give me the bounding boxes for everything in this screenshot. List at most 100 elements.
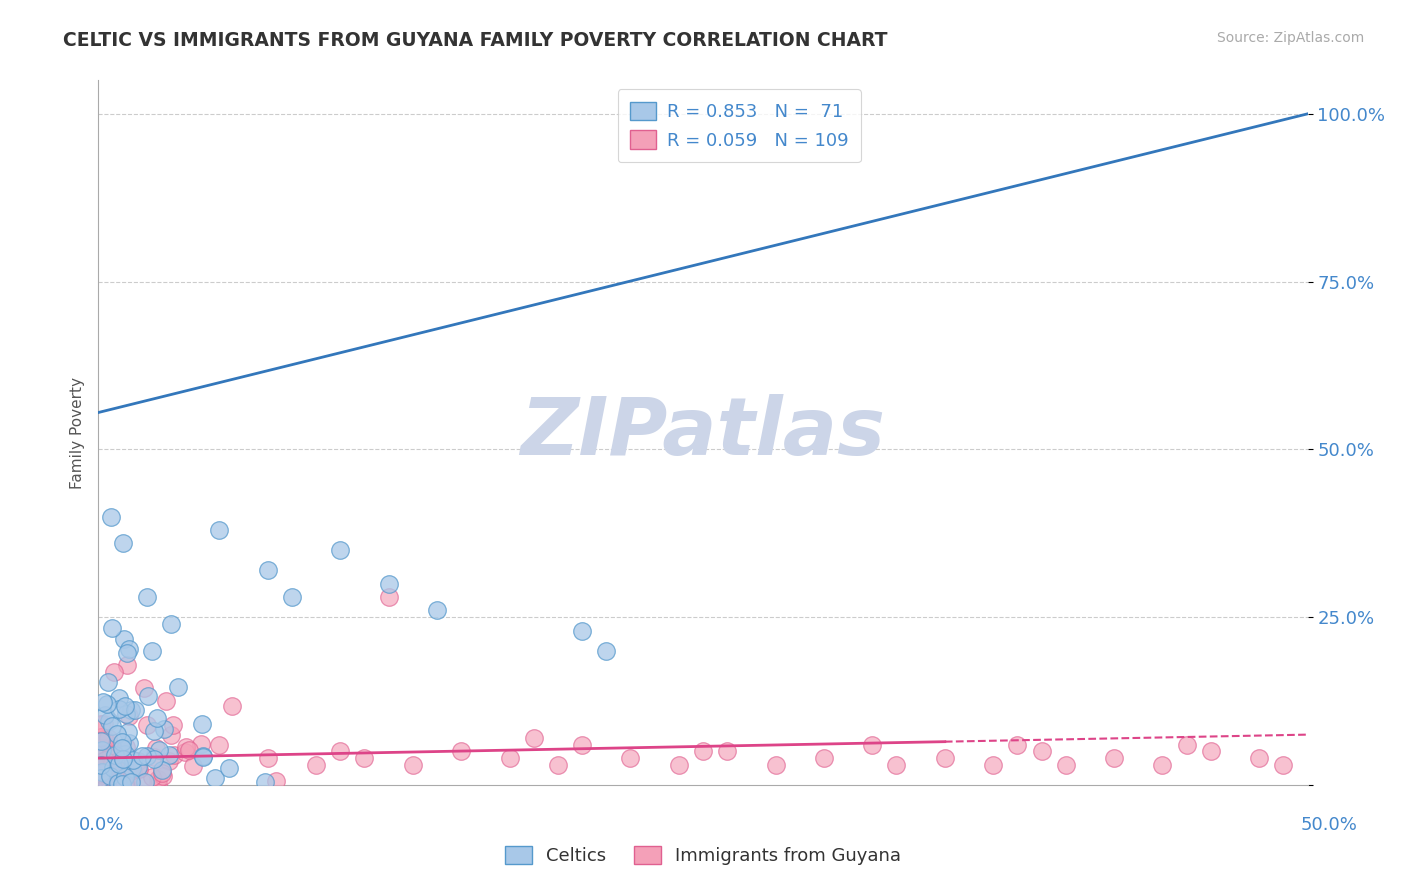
Point xyxy=(981,757,1004,772)
Point xyxy=(155,694,177,708)
Point xyxy=(765,757,787,772)
Point xyxy=(114,777,136,791)
Point xyxy=(498,751,520,765)
Point xyxy=(93,765,115,780)
Point xyxy=(90,730,112,744)
Point xyxy=(191,750,214,764)
Point xyxy=(115,776,138,790)
Point xyxy=(190,716,212,731)
Point xyxy=(108,773,131,788)
Point xyxy=(190,737,212,751)
Legend: Celtics, Immigrants from Guyana: Celtics, Immigrants from Guyana xyxy=(498,838,908,872)
Point xyxy=(101,620,124,634)
Point xyxy=(114,699,136,714)
Text: 50.0%: 50.0% xyxy=(1301,816,1357,834)
Point xyxy=(122,753,145,767)
Point xyxy=(115,647,138,661)
Point xyxy=(114,747,136,761)
Point xyxy=(353,751,375,765)
Text: Source: ZipAtlas.com: Source: ZipAtlas.com xyxy=(1216,31,1364,45)
Point xyxy=(97,714,120,729)
Point xyxy=(1272,757,1295,772)
Point xyxy=(111,536,134,550)
Point xyxy=(221,699,243,714)
Point xyxy=(1152,757,1174,772)
Point xyxy=(110,751,132,765)
Point xyxy=(150,765,173,780)
Point xyxy=(174,740,197,755)
Point xyxy=(281,590,304,604)
Point xyxy=(595,644,617,658)
Point xyxy=(153,722,176,736)
Point xyxy=(93,732,115,747)
Point xyxy=(91,695,114,709)
Point xyxy=(253,775,276,789)
Point xyxy=(111,752,134,766)
Point xyxy=(111,741,134,756)
Point xyxy=(204,771,226,785)
Point xyxy=(107,776,129,790)
Point xyxy=(93,717,115,731)
Point xyxy=(571,624,593,638)
Point xyxy=(148,743,170,757)
Point xyxy=(90,772,112,786)
Text: CELTIC VS IMMIGRANTS FROM GUYANA FAMILY POVERTY CORRELATION CHART: CELTIC VS IMMIGRANTS FROM GUYANA FAMILY … xyxy=(63,31,887,50)
Point xyxy=(121,764,143,778)
Point xyxy=(141,770,163,784)
Point xyxy=(135,748,157,763)
Point xyxy=(450,744,472,758)
Point xyxy=(191,748,214,763)
Point xyxy=(127,759,149,773)
Point xyxy=(134,774,156,789)
Point xyxy=(94,754,117,768)
Point xyxy=(115,740,138,755)
Point xyxy=(1102,751,1125,765)
Point xyxy=(120,703,142,717)
Point xyxy=(90,768,112,782)
Point xyxy=(571,738,593,752)
Text: ZIPatlas: ZIPatlas xyxy=(520,393,886,472)
Point xyxy=(174,745,197,759)
Point xyxy=(114,771,136,785)
Point xyxy=(104,774,127,789)
Point xyxy=(1007,738,1029,752)
Point xyxy=(692,744,714,758)
Point xyxy=(96,749,118,764)
Point xyxy=(162,718,184,732)
Point xyxy=(118,736,141,750)
Point xyxy=(90,770,112,784)
Point xyxy=(1054,757,1077,772)
Point xyxy=(218,761,240,775)
Point xyxy=(117,725,139,739)
Point xyxy=(131,775,153,789)
Point xyxy=(142,752,165,766)
Point xyxy=(131,748,153,763)
Text: 0.0%: 0.0% xyxy=(79,816,124,834)
Point xyxy=(93,707,115,722)
Point xyxy=(103,665,125,679)
Point xyxy=(523,731,546,745)
Point xyxy=(107,702,129,716)
Point xyxy=(117,641,139,656)
Point xyxy=(127,762,149,776)
Y-axis label: Family Poverty: Family Poverty xyxy=(69,376,84,489)
Point xyxy=(120,775,142,789)
Point xyxy=(101,718,124,732)
Point xyxy=(104,754,127,768)
Point xyxy=(146,711,169,725)
Point xyxy=(135,717,157,731)
Point xyxy=(90,775,112,789)
Point xyxy=(90,755,112,769)
Point xyxy=(148,777,170,791)
Point xyxy=(90,761,112,775)
Point xyxy=(120,771,142,785)
Point xyxy=(98,769,121,783)
Point xyxy=(377,590,399,604)
Point xyxy=(619,751,641,765)
Point xyxy=(101,756,124,770)
Point xyxy=(1199,744,1222,758)
Point xyxy=(329,543,352,558)
Point xyxy=(402,757,425,772)
Point xyxy=(160,616,183,631)
Point xyxy=(91,768,114,782)
